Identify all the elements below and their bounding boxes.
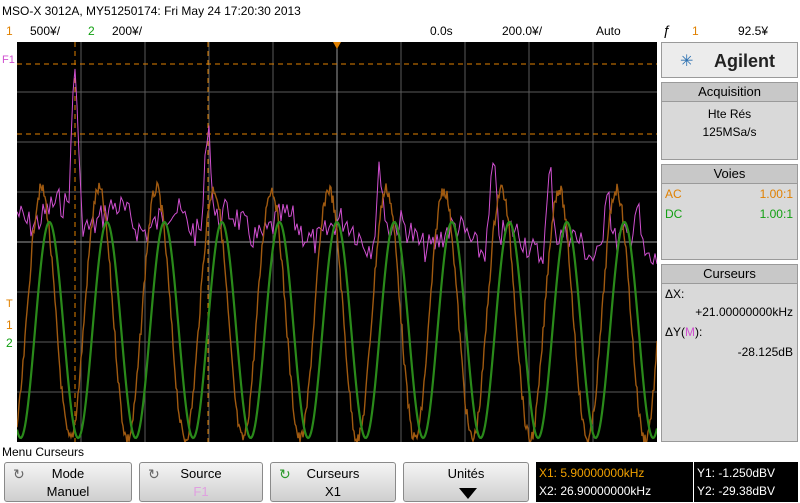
cursor-y-readout: Y1: -1.250dBV Y2: -29.38dBV — [694, 462, 798, 502]
source-value: F1 — [193, 484, 209, 499]
delta-y-value: -28.125dB — [737, 345, 793, 359]
ch2-ground-marker[interactable]: 2 — [6, 336, 13, 350]
trigger-level-marker[interactable]: T — [6, 298, 13, 310]
cursor-y2-value: Y2: -29.38dBV — [697, 484, 776, 498]
trigger-level: 92.5¥ — [738, 24, 769, 38]
channels-title: Voies — [662, 165, 797, 184]
ch1-probe-ratio: 1.00:1 — [759, 187, 793, 201]
ch2-scale: 200¥/ — [112, 24, 143, 38]
cursors-value: X1 — [325, 484, 341, 499]
waveform-svg — [17, 42, 657, 442]
cursors-label: Curseurs — [306, 466, 360, 481]
delta-y-source: M — [685, 325, 696, 339]
trigger-position-marker — [333, 42, 341, 49]
ch1-number: 1 — [6, 24, 13, 38]
acquisition-mode: Hte Rés — [707, 107, 752, 121]
delta-y-suffix: ): — [695, 325, 703, 339]
delta-y-label: ΔY(M): — [665, 325, 702, 339]
channels-panel: Voies AC 1.00:1 DC 1.00:1 — [661, 164, 798, 260]
acquisition-panel: Acquisition Hte Rés 125MSa/s — [661, 82, 798, 160]
delta-x-value: +21.00000000kHz — [695, 305, 793, 319]
units-label: Unités — [447, 466, 485, 481]
acquisition-title: Acquisition — [662, 83, 797, 102]
math-marker: F1 — [2, 54, 15, 66]
instrument-title: MSO-X 3012A, MY51250174: Fri May 24 17:2… — [2, 4, 301, 18]
trigger-edge-icon: ƒ — [663, 22, 671, 38]
ch1-ground-marker[interactable]: 1 — [6, 318, 13, 332]
mode-button[interactable]: ↻ Mode Manuel — [4, 462, 132, 502]
trigger-mode: Auto — [596, 24, 621, 38]
ch2-coupling: DC — [665, 207, 683, 221]
ch1-trace — [17, 180, 657, 442]
ch1-scale: 500¥/ — [30, 24, 61, 38]
menu-title: Menu Curseurs — [2, 445, 85, 459]
ch2-trace — [17, 220, 657, 440]
time-scale: 200.0¥/ — [502, 24, 543, 38]
rotate-knob-icon: ↻ — [148, 466, 160, 482]
source-label: Source — [180, 466, 222, 481]
acquisition-rate: 125MSa/s — [702, 125, 757, 139]
units-button[interactable]: Unités — [403, 462, 529, 502]
source-button[interactable]: ↻ Source F1 — [139, 462, 263, 502]
cursor-x1-value: X1: 5.90000000kHz — [539, 466, 645, 480]
cursor-y1-value: Y1: -1.250dBV — [697, 466, 776, 480]
time-offset: 0.0s — [430, 24, 453, 38]
delta-x-label: ΔX: — [665, 287, 685, 301]
mode-label: Mode — [51, 466, 85, 481]
rotate-knob-icon: ↻ — [279, 466, 291, 482]
agilent-logo-icon: ✳ — [680, 53, 694, 70]
waveform-display[interactable] — [17, 42, 657, 442]
cursors-panel: Curseurs ΔX: +21.00000000kHz ΔY(M): -28.… — [661, 264, 798, 442]
mode-value: Manuel — [46, 484, 90, 499]
ch1-coupling: AC — [665, 187, 682, 201]
submenu-arrow-icon — [459, 488, 477, 499]
trigger-channel: 1 — [692, 24, 699, 38]
cursor-x-readout: X1: 5.90000000kHz X2: 26.90000000kHz — [536, 462, 693, 502]
brand-name: Agilent — [714, 51, 775, 71]
delta-y-prefix: ΔY( — [665, 325, 686, 339]
ch2-number: 2 — [88, 24, 95, 38]
ch2-probe-ratio: 1.00:1 — [759, 207, 793, 221]
rotate-knob-icon: ↻ — [13, 466, 25, 482]
cursors-button[interactable]: ↻ Curseurs X1 — [270, 462, 396, 502]
cursor-x2-value: X2: 26.90000000kHz — [539, 484, 652, 498]
brand-panel: ✳ Agilent — [661, 42, 798, 78]
cursors-title: Curseurs — [662, 265, 797, 284]
